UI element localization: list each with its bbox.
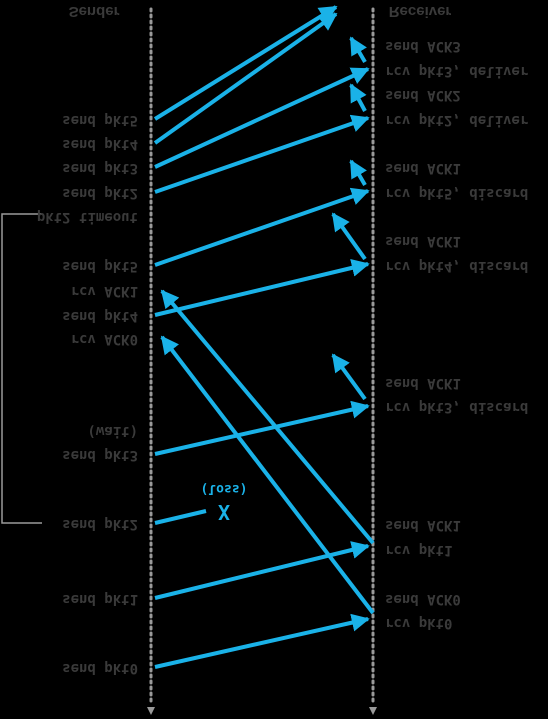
arrow-ack1-a [160,289,375,545]
loss-x-mark: X [218,500,230,524]
receiver-label-send-ack1-c: send ACK1 [385,233,461,249]
arrow-pkt4 [154,259,370,317]
receiver-label-send-ack1-b: send ACK1 [385,375,461,391]
arrow-ack1-c [331,212,367,261]
sender-label-resend-pkt2: send pkt2 [62,185,138,201]
arrow-ack0 [160,335,375,615]
sender-label-rcv-ack1: rcv ACK1 [71,283,138,299]
receiver-title: Receiver [389,3,452,20]
sender-title: Sender [69,3,120,20]
receiver-label-rcv-pkt4-discard: rcv pkt4, discard [385,258,528,274]
arrow-pkt2-lost [154,509,207,525]
arrow-pkt0 [154,613,370,669]
sender-label-send-pkt4: send pkt4 [62,308,138,324]
arrow-resend-pkt4 [153,12,338,145]
sender-label-resend-pkt3: send pkt3 [62,160,138,176]
receiver-label-rcv-pkt2-deliver: rcv pkt2, deliver [385,112,528,128]
receiver-label-send-ack1-a: send ACK1 [385,517,461,533]
sender-label-rcv-ack0: rcv ACK0 [71,331,138,347]
loss-label: (loss) [201,481,248,496]
receiver-label-send-ack1-d: send ACK1 [385,160,461,176]
receiver-label-rcv-pkt1: rcv pkt1 [385,542,452,558]
timeout-bracket [1,213,42,524]
arrow-pkt3 [154,400,370,456]
sender-label-send-pkt3: send pkt3 [62,447,138,463]
arrow-pkt5 [154,187,370,267]
receiver-label-send-ack3: send ACK3 [385,38,461,54]
sender-label-send-pkt5: send pkt5 [62,258,138,274]
sender-label-send-pkt2: send pkt2 [62,516,138,532]
receiver-label-rcv-pkt0: rcv pkt0 [385,615,452,631]
arrow-resend-pkt5 [153,5,338,121]
receiver-label-send-ack2: send ACK2 [385,87,461,103]
sender-label-send-pkt0: send pkt0 [62,660,138,676]
arrow-pkt1 [154,541,370,600]
sender-label-send-pkt1: send pkt1 [62,591,138,607]
arrow-ack3 [349,36,367,64]
sender-label-wait: (wait) [87,423,138,439]
arrow-ack2 [349,83,367,112]
receiver-label-rcv-pkt5-discard: rcv pkt5, discard [385,185,528,201]
arrow-resend-pkt2 [154,114,370,194]
receiver-label-send-ack0: send ACK0 [385,591,461,607]
receiver-timeline-arrowhead [369,707,377,715]
sender-label-resend-pkt4: send pkt4 [62,136,138,152]
receiver-label-rcv-pkt3-deliver: rcv pkt3, deliver [385,63,528,79]
receiver-label-rcv-pkt3-discard: rcv pkt3, discard [385,399,528,415]
arrow-resend-pkt3 [154,67,370,169]
arrow-ack1-b [331,353,367,401]
sender-label-resend-pkt5: send pkt5 [62,112,138,128]
sender-label-pkt2-timeout: pkt2 timeout [37,209,138,225]
arrow-ack1-d [349,159,367,187]
sender-timeline-arrowhead [147,707,155,715]
